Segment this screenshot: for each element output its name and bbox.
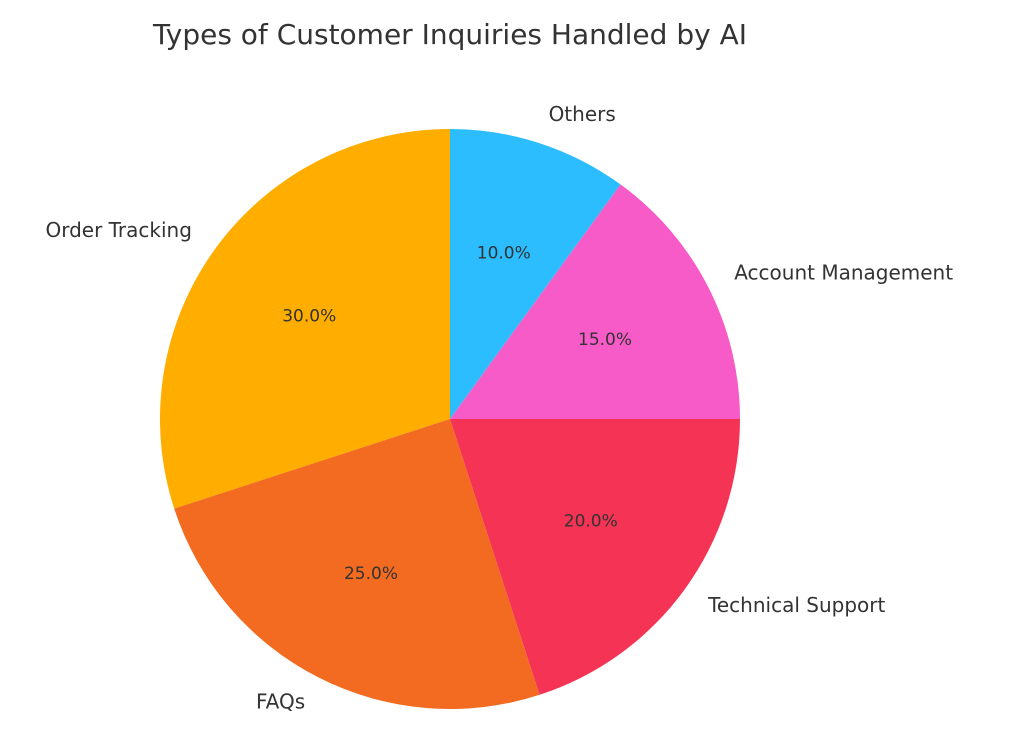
chart-title: Types of Customer Inquiries Handled by A… [152, 18, 747, 51]
slice-label: Others [549, 102, 616, 126]
pie-slice [450, 419, 740, 695]
slice-label: Order Tracking [45, 218, 191, 242]
pie-slice [159, 129, 451, 509]
pie-slice [450, 184, 740, 419]
value-label: 30.0% [282, 307, 336, 327]
slice-label: FAQs [256, 690, 305, 714]
slice-label: Account Management [734, 261, 953, 285]
pie-slice [174, 419, 540, 709]
slice-label: Technical Support [707, 593, 885, 617]
value-label: 25.0% [344, 564, 398, 584]
value-label: 10.0% [477, 244, 531, 264]
pie-slice [450, 129, 621, 419]
value-label: 20.0% [564, 511, 618, 531]
value-label: 15.0% [578, 330, 632, 350]
